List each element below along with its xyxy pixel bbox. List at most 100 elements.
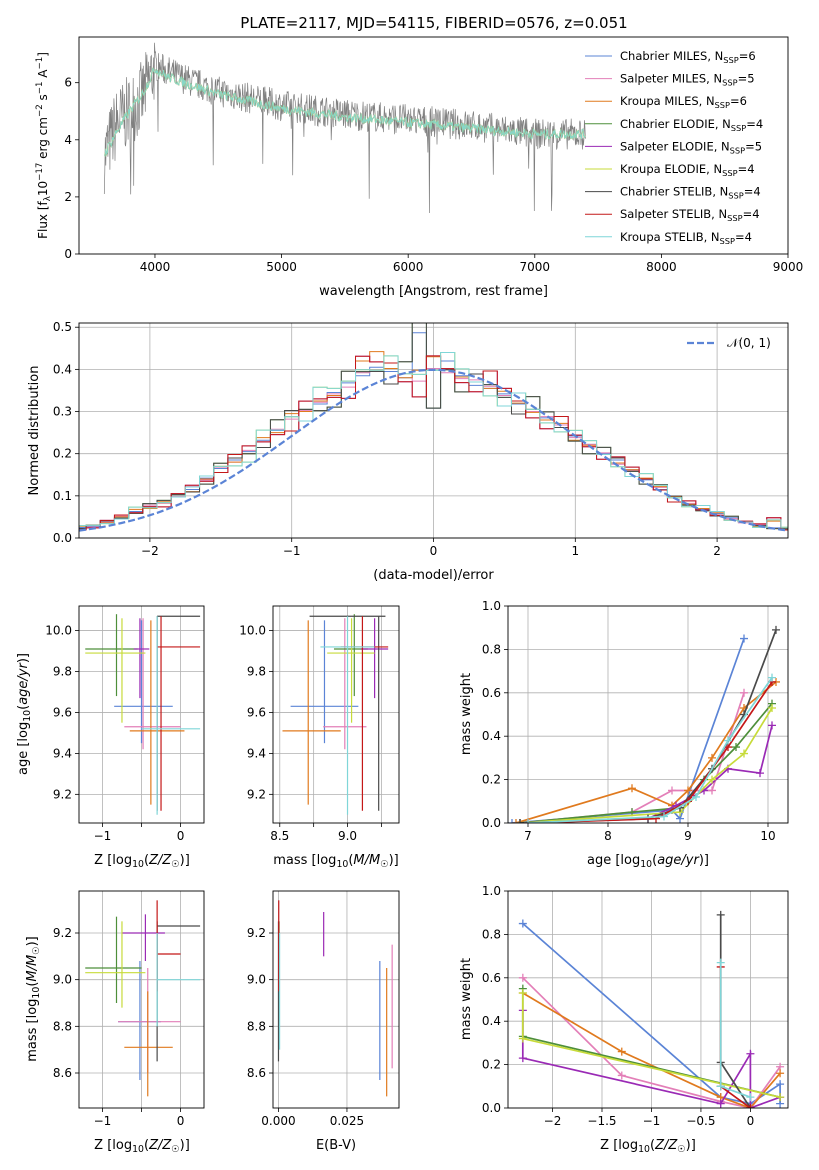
x-tick-label: 4000 xyxy=(140,260,171,274)
observed-spectrum-line xyxy=(103,42,586,214)
axes-frame xyxy=(78,890,205,1109)
x-tick-label: 0 xyxy=(177,1114,185,1128)
x-tick-label: −1 xyxy=(94,829,112,843)
plot-clip-group xyxy=(518,910,785,1108)
x-axis-label: (data-model)/error xyxy=(373,568,494,583)
error-bar-point xyxy=(124,991,173,1097)
plus-marker xyxy=(740,749,748,758)
legend-entry: Salpeter STELIB, NSSP=4 xyxy=(585,207,760,223)
x-tick-label: 0 xyxy=(177,829,185,843)
plus-marker xyxy=(776,1069,785,1078)
x-tick-label: 1 xyxy=(571,544,579,558)
plot-area xyxy=(273,891,399,1108)
error-bar-point xyxy=(85,921,146,1008)
legend-label: Kroupa ELODIE, NSSP=4 xyxy=(620,162,755,178)
y-tick-label: 8.8 xyxy=(53,1019,72,1033)
x-tick-label: 0.025 xyxy=(330,1114,364,1128)
x-tick-label: 9000 xyxy=(773,260,804,274)
plus-marker xyxy=(746,1104,755,1108)
y-tick-label: 8.6 xyxy=(53,1066,72,1080)
y-tick-label: 0.5 xyxy=(53,320,72,334)
axes-frame xyxy=(272,890,400,1109)
spectrum-panel: 4000 5000 6000 7000 8000 9000 0 2 4 6 wavelength [… xyxy=(35,36,804,299)
plus-marker xyxy=(772,625,780,634)
legend-entry: Salpeter MILES, NSSP=5 xyxy=(585,72,755,88)
plus-marker xyxy=(776,1093,785,1102)
y-tick-label: 2 xyxy=(64,190,72,204)
y-axis-label: Normed distribution xyxy=(27,366,42,496)
plus-marker xyxy=(512,819,520,823)
plot-clip-group xyxy=(103,42,586,214)
x-tick-label: −1.5 xyxy=(587,1114,616,1128)
plot-area xyxy=(508,891,788,1108)
x-tick-label: 6000 xyxy=(393,260,424,274)
x-axis-label: E(B-V) xyxy=(316,1138,356,1153)
x-tick-label: 7 xyxy=(524,829,532,843)
y-tick-label: 0.8 xyxy=(482,642,501,656)
axes-frame xyxy=(507,605,789,824)
histogram-step-series xyxy=(79,352,788,528)
legend-label: Salpeter STELIB, NSSP=4 xyxy=(620,207,760,223)
legend-entry: Kroupa MILES, NSSP=6 xyxy=(585,94,747,110)
y-tick-label: 1.0 xyxy=(482,599,501,613)
axes-frame xyxy=(272,605,400,824)
x-tick-label: −1 xyxy=(283,544,301,558)
y-tick-label: 0.4 xyxy=(482,729,501,743)
legend-entry: Chabrier ELODIE, NSSP=4 xyxy=(585,117,763,133)
legend-entry: Chabrier STELIB, NSSP=4 xyxy=(585,185,761,201)
legend-label: Salpeter MILES, NSSP=5 xyxy=(620,72,755,88)
plus-marker xyxy=(746,1093,755,1102)
y-tick-label: 0.6 xyxy=(482,971,501,985)
mass-vs-ebv-panel: 0.000 0.025 8.6 8.8 9.0 9.2 E(B-V) xyxy=(247,890,400,1153)
y-tick-label: 1.0 xyxy=(482,884,501,898)
x-tick-label: −2 xyxy=(141,544,159,558)
y-tick-label: 9.6 xyxy=(53,705,72,719)
y-tick-label: 8.6 xyxy=(247,1066,266,1080)
y-axis-label: mass weight xyxy=(459,958,474,1040)
plot-clip-group xyxy=(282,614,389,815)
weight-vs-z-panel: −2 −1.5 −1 −0.5 0 0.0 0.2 0.4 0.6 0.8 1.0 Z [log10(… xyxy=(459,884,789,1155)
plus-marker xyxy=(776,1080,785,1089)
y-tick-label: 0.6 xyxy=(482,686,501,700)
y-tick-label: 9.4 xyxy=(247,746,266,760)
error-bar-point xyxy=(85,614,138,697)
x-tick-label: −2 xyxy=(544,1114,562,1128)
y-tick-label: 0.0 xyxy=(53,531,72,545)
error-bar-point xyxy=(282,620,341,805)
legend-label: 𝒩(0, 1) xyxy=(727,336,771,350)
plus-marker xyxy=(518,1034,527,1043)
mass-vs-z-panel: −1 0 8.6 8.8 9.0 9.2 Z [log10(Z/Z☉)] mass [log1… xyxy=(25,890,205,1155)
x-tick-label: 9 xyxy=(684,829,692,843)
plus-marker xyxy=(660,812,668,821)
x-tick-label: 8000 xyxy=(646,260,677,274)
plus-marker xyxy=(652,814,660,823)
plus-marker xyxy=(692,792,700,801)
legend-label: Chabrier MILES, NSSP=6 xyxy=(620,49,756,65)
y-tick-label: 0 xyxy=(64,247,72,261)
legend-label: Salpeter ELODIE, NSSP=5 xyxy=(620,139,762,155)
y-tick-label: 0.2 xyxy=(53,447,72,461)
x-tick-label: −1 xyxy=(94,1114,112,1128)
y-tick-label: 9.2 xyxy=(53,787,72,801)
plot-clip-group xyxy=(85,900,201,1097)
plus-marker xyxy=(746,1049,755,1058)
x-axis-label: wavelength [Angstrom, rest frame] xyxy=(319,284,548,299)
legend-entry: Salpeter ELODIE, NSSP=5 xyxy=(585,139,762,155)
plus-marker xyxy=(518,973,527,982)
x-tick-label: −0.5 xyxy=(686,1114,715,1128)
error-bar-point xyxy=(327,618,375,723)
model-spectrum-line xyxy=(103,67,586,157)
age-vs-z-panel: −1 0 9.2 9.4 9.6 9.8 10.0 Z [log10(Z/Z☉)] age [l… xyxy=(16,605,205,870)
plus-marker xyxy=(516,819,524,823)
y-tick-label: 9.8 xyxy=(53,665,72,679)
y-tick-label: 0.8 xyxy=(482,927,501,941)
plus-marker xyxy=(716,958,725,967)
x-tick-label: 0 xyxy=(430,544,438,558)
x-tick-label: 7000 xyxy=(520,260,551,274)
y-tick-label: 9.8 xyxy=(247,665,266,679)
y-tick-label: 0.0 xyxy=(482,816,501,830)
plus-marker xyxy=(518,919,527,928)
x-tick-label: 9.0 xyxy=(338,829,357,843)
plus-marker xyxy=(684,786,692,795)
legend-label: Kroupa STELIB, NSSP=4 xyxy=(620,230,752,246)
